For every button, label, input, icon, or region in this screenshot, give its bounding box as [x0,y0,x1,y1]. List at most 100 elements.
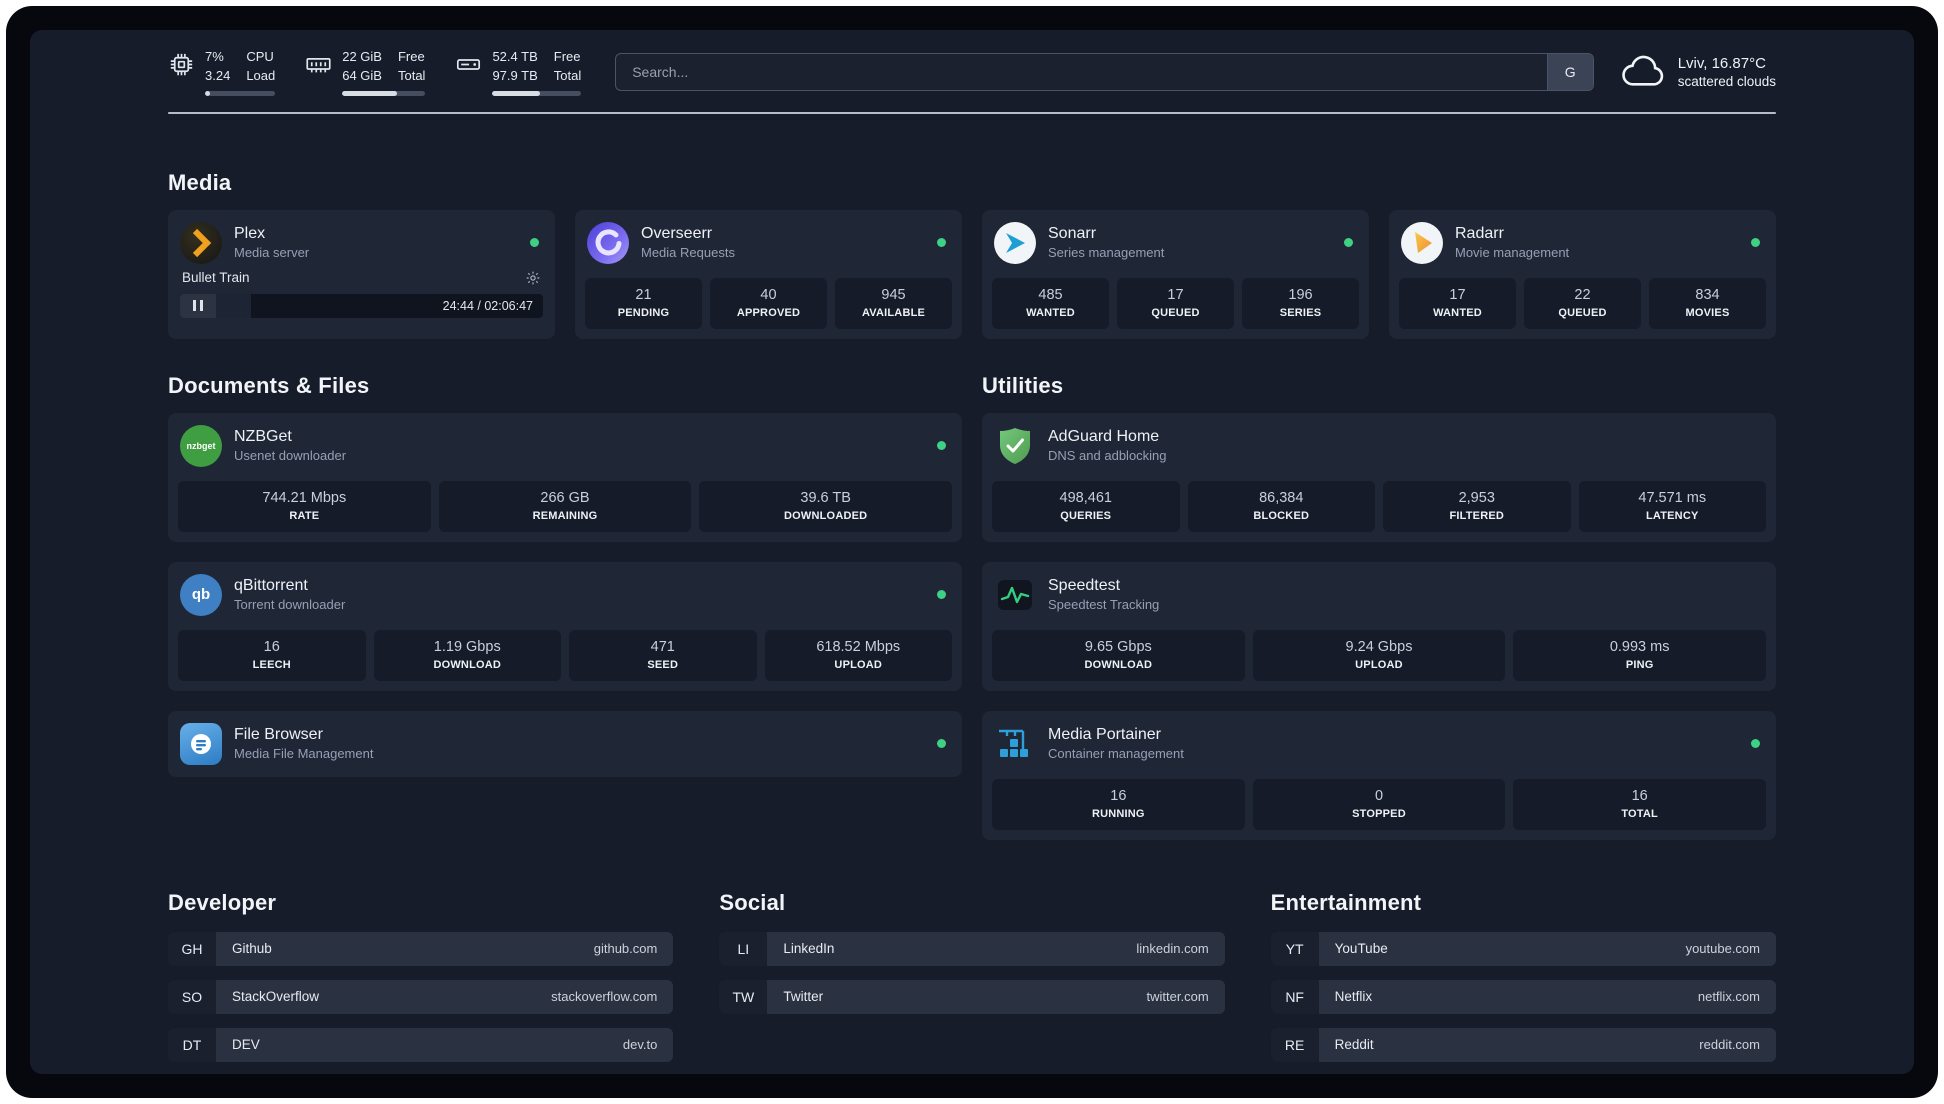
stat-value: 17 [1167,286,1184,303]
weather-condition: scattered clouds [1677,73,1776,89]
service-card-speedtest[interactable]: Speedtest Speedtest Tracking 9.65 Gbps D… [982,561,1776,691]
service-stats: 9.65 Gbps DOWNLOAD 9.24 Gbps UPLOAD 0.99… [992,629,1766,681]
speedtest-icon [994,574,1036,616]
stat-label: WANTED [1026,306,1075,319]
disk-widget: 52.4 TB 97.9 TB Free Total [455,48,582,96]
overseerr-icon [587,221,629,264]
gear-icon[interactable] [525,270,541,286]
service-stats: 16 RUNNING 0 STOPPED 16 TOTAL [992,778,1766,830]
status-dot [1344,238,1353,248]
stat-value: 22 [1574,286,1591,303]
dashboard: 7% 3.24 CPU Load [30,30,1914,1074]
service-stats: 744.21 Mbps RATE 266 GB REMAINING 39.6 T… [178,480,952,532]
bookmark-name: Twitter [783,989,824,1005]
bookmark-netflix[interactable]: NF Netflix netflix.com [1270,979,1776,1014]
bookmark-youtube[interactable]: YT YouTube youtube.com [1270,931,1776,966]
window-frame: 7% 3.24 CPU Load [6,6,1938,1098]
pause-icon[interactable] [180,293,216,318]
stat-tile: 485 WANTED [992,277,1109,329]
bookmark-twitter[interactable]: TW Twitter twitter.com [719,979,1225,1014]
service-title: Sonarr [1048,225,1097,243]
service-card-overseerr[interactable]: Overseerr Media Requests 21 PENDING 40 A… [575,209,962,339]
stat-value: 86,384 [1259,489,1304,506]
service-subtitle: Movie management [1455,245,1570,261]
service-card-adguard[interactable]: AdGuard Home DNS and adblocking 498,461 … [982,412,1776,542]
stat-tile: 9.65 Gbps DOWNLOAD [992,629,1245,681]
service-subtitle: DNS and adblocking [1048,448,1167,464]
stat-label: DOWNLOAD [1084,658,1153,671]
bookmark-url: dev.to [622,1037,658,1053]
service-subtitle: Speedtest Tracking [1048,597,1160,613]
service-subtitle: Media server [234,245,310,261]
service-subtitle: Series management [1048,245,1165,261]
disk-labels: Free Total [553,49,582,83]
weather-widget[interactable]: Lviv, 16.87°C scattered clouds [1620,55,1776,89]
stat-tile: 498,461 QUERIES [992,480,1180,532]
stat-tile: 16 TOTAL [1513,778,1766,830]
group-documents: Documents & Files nzbget NZBGet Usenet d… [168,373,962,777]
group-utilities: Utilities AdGuard Home [982,373,1776,840]
stat-value: 498,461 [1059,489,1112,506]
service-title: File Browser [234,726,323,744]
status-dot [1751,739,1760,749]
bookmark-url: linkedin.com [1136,941,1209,957]
service-title: NZBGet [234,428,292,446]
memory-values: 22 GiB 64 GiB [342,49,382,83]
bookmark-group-social: Social LI LinkedIn linkedin.com TW Twitt… [719,890,1225,1014]
bookmark-reddit[interactable]: RE Reddit reddit.com [1270,1027,1776,1062]
search-provider-button[interactable]: G [1546,53,1593,90]
bookmark-linkedin[interactable]: LI LinkedIn linkedin.com [719,931,1225,966]
service-card-filebrowser[interactable]: File Browser Media File Management [168,710,962,777]
search-input[interactable] [616,53,1547,90]
service-card-plex[interactable]: Plex Media server Bullet Train [168,209,555,339]
bookmark-name: DEV [232,1037,260,1053]
service-title: qBittorrent [234,577,308,595]
group-title-entertainment: Entertainment [1270,889,1422,915]
stat-value: 47.571 ms [1638,489,1707,506]
bookmark-stackoverflow[interactable]: SO StackOverflow stackoverflow.com [168,979,674,1014]
stat-label: MOVIES [1685,306,1730,319]
group-title-documents: Documents & Files [168,372,370,398]
service-title: Overseerr [641,225,713,243]
stat-label: UPLOAD [1355,658,1403,671]
bookmark-name: Github [232,941,272,957]
stat-tile: 834 MOVIES [1649,277,1766,329]
qbittorrent-icon: qb [180,573,222,616]
service-card-nzbget[interactable]: nzbget NZBGet Usenet downloader 744.21 M… [168,412,962,542]
bookmark-name: LinkedIn [783,941,835,957]
bookmark-dev[interactable]: DT DEV dev.to [168,1027,674,1062]
bookmark-github[interactable]: GH Github github.com [168,931,674,966]
portainer-icon [994,723,1036,765]
cpu-widget: 7% 3.24 CPU Load [168,48,276,96]
service-card-qbittorrent[interactable]: qb qBittorrent Torrent downloader 16 LEE… [168,561,962,691]
cpu-labels: CPU Load [246,49,276,83]
stat-label: RUNNING [1091,807,1145,820]
stat-tile: 47.571 ms LATENCY [1578,480,1766,532]
service-card-sonarr[interactable]: Sonarr Series management 485 WANTED 17 Q… [982,209,1369,339]
stat-label: REMAINING [532,509,598,522]
status-dot [937,739,946,749]
stat-tile: 40 APPROVED [710,277,827,329]
stat-value: 945 [881,286,906,303]
stat-tile: 266 GB REMAINING [438,480,692,532]
bookmark-abbr: DT [168,1027,216,1062]
stat-label: SERIES [1279,306,1322,319]
bookmark-name: YouTube [1334,941,1388,957]
stat-value: 618.52 Mbps [816,638,901,655]
stat-value: 40 [760,286,777,303]
bookmark-url: youtube.com [1685,941,1760,957]
service-subtitle: Torrent downloader [234,597,346,613]
playback-progress-bar[interactable]: 24:44 / 02:06:47 [180,293,543,318]
stat-tile: 86,384 BLOCKED [1187,480,1375,532]
cpu-progress-bar [205,90,276,96]
bookmark-abbr: NF [1270,979,1319,1014]
stat-tile: 196 SERIES [1242,277,1359,329]
stat-value: 9.65 Gbps [1084,638,1152,655]
stat-label: DOWNLOAD [433,658,502,671]
service-card-radarr[interactable]: Radarr Movie management 17 WANTED 22 QUE… [1389,209,1776,339]
plex-icon [180,221,222,264]
service-card-portainer[interactable]: Media Portainer Container management 16 … [982,710,1776,840]
disk-progress-bar [492,90,582,96]
stat-label: PENDING [617,306,670,319]
disk-icon [455,51,482,78]
